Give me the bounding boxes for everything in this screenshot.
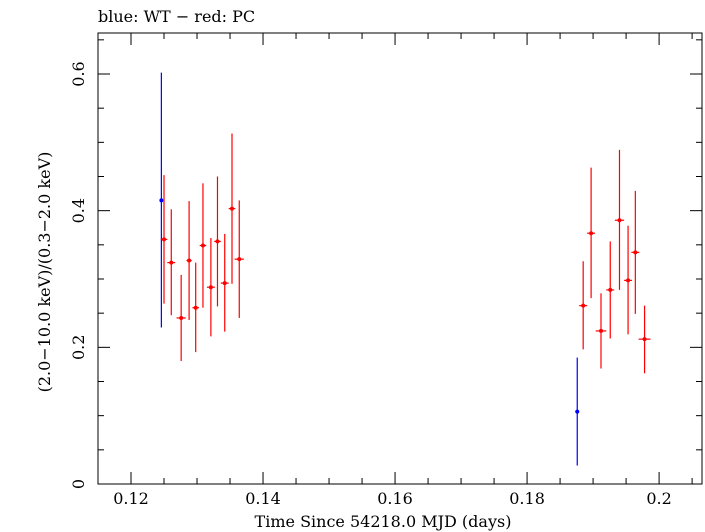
data-point [626, 278, 631, 283]
data-point [159, 198, 164, 203]
data-point [633, 250, 638, 255]
chart-title: blue: WT − red: PC [98, 7, 255, 26]
x-axis: 0.12 0.14 0.16 0.18 0.2 [97, 33, 693, 508]
data-point [599, 328, 604, 333]
series-layer [159, 72, 651, 466]
data-point [193, 305, 198, 310]
series-wt [159, 72, 580, 466]
x-tick-label: 0.2 [646, 489, 671, 508]
data-point [237, 257, 242, 262]
y-tick-label: 0.4 [69, 198, 88, 223]
y-axis-label: (2.0−10.0 keV)/(0.3−2.0 keV) [35, 152, 54, 393]
x-tick-label: 0.18 [509, 489, 545, 508]
data-point [222, 281, 227, 286]
y-tick-label: 0.2 [69, 335, 88, 360]
x-tick-label: 0.12 [113, 489, 149, 508]
y-axis: 0 0.2 0.4 0.6 [69, 39, 702, 489]
data-point [179, 315, 184, 320]
y-tick-label: 0 [69, 479, 88, 489]
data-point [575, 409, 580, 414]
data-point [581, 303, 586, 308]
x-tick-label: 0.14 [245, 489, 281, 508]
data-point [208, 285, 213, 290]
data-point [200, 243, 205, 248]
x-axis-label: Time Since 54218.0 MJD (days) [255, 512, 512, 531]
plot-frame [97, 32, 703, 485]
data-point [162, 237, 167, 242]
y-tick-label: 0.6 [69, 61, 88, 86]
data-point [169, 260, 174, 265]
data-point [608, 287, 613, 292]
data-point [215, 239, 220, 244]
x-tick-label: 0.16 [377, 489, 413, 508]
data-point [589, 231, 594, 236]
data-point [617, 218, 622, 223]
data-point [230, 206, 235, 211]
data-point [187, 258, 192, 263]
data-point [642, 337, 647, 342]
series-pc [160, 133, 651, 374]
